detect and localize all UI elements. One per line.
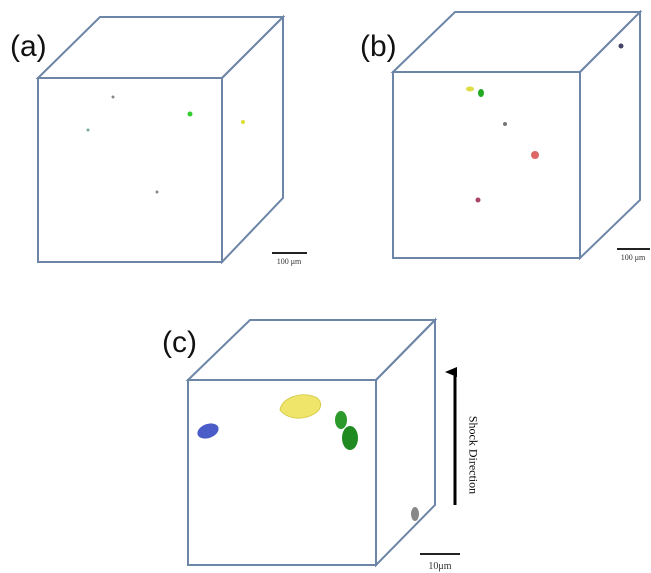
panel-label: (c) bbox=[162, 326, 197, 359]
cube-b bbox=[393, 12, 640, 258]
scale-label: 10μm bbox=[428, 561, 451, 572]
scale-label: 100 μm bbox=[621, 253, 646, 262]
scale-label: 100 μm bbox=[277, 257, 302, 266]
cube-a bbox=[38, 17, 283, 262]
figure: (a) 100 μm (b) 100 μm (c) Shock Directio… bbox=[0, 0, 651, 573]
panel-label: (a) bbox=[10, 30, 47, 63]
panel-label: (b) bbox=[360, 30, 397, 63]
annotation: Shock Direction bbox=[466, 416, 480, 494]
cube-c bbox=[188, 320, 435, 565]
